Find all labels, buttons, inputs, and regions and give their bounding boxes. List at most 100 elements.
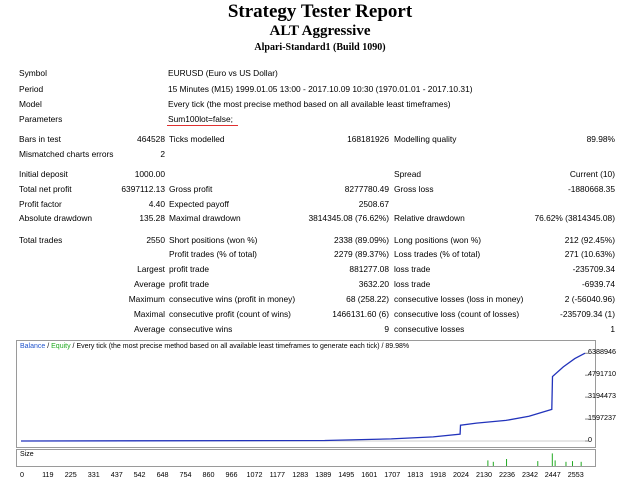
deposit-label: Initial deposit <box>19 169 68 179</box>
avg-closses-label: consecutive losses <box>394 324 465 334</box>
avg-loss-value: -6939.74 <box>581 279 615 289</box>
x-tick-label: 1177 <box>269 470 286 479</box>
reldd-value: 76.62% (3814345.08) <box>534 213 615 223</box>
trades-label: Total trades <box>19 235 63 245</box>
spread-label: Spread <box>394 169 422 179</box>
long-value: 212 (92.45%) <box>564 235 615 245</box>
quality-value: 89.98% <box>586 134 615 144</box>
reldd-label: Relative drawdown <box>394 213 465 223</box>
y-tick-label: 1597237 <box>588 413 616 423</box>
size-bar <box>551 453 553 466</box>
y-tick-label: 6388946 <box>588 347 616 357</box>
avg-profit-label: profit trade <box>169 279 210 289</box>
short-label: Short positions (won %) <box>169 235 258 245</box>
size-bar <box>506 459 508 466</box>
size-panel: Size <box>16 449 596 467</box>
x-tick-label: 966 <box>225 470 238 479</box>
long-label: Long positions (won %) <box>394 235 482 245</box>
maxdd-label: Maximal drawdown <box>169 213 241 223</box>
y-tick-label: 3194473 <box>588 391 616 401</box>
ticks-value: 168181926 <box>347 134 389 144</box>
payoff-value: 2508.67 <box>358 199 389 209</box>
balance-series-line <box>20 352 586 442</box>
avg-closses-value: 1 <box>610 324 615 334</box>
size-bar <box>565 461 567 466</box>
x-tick-label: 1495 <box>338 470 355 479</box>
maximal-label: Maximal <box>133 309 165 319</box>
x-tick-label: 1283 <box>292 470 309 479</box>
model-label: Model <box>19 99 42 109</box>
grossloss-label: Gross loss <box>394 184 434 194</box>
chart-legend: Balance / Equity / Every tick (the most … <box>20 342 409 351</box>
period-value: 15 Minutes (M15) 1999.01.05 13:00 - 2017… <box>168 84 473 94</box>
x-tick-label: 2236 <box>499 470 516 479</box>
largest-loss-label: loss trade <box>394 264 431 274</box>
maximum-label: Maximum <box>128 294 165 304</box>
absdd-label: Absolute drawdown <box>19 213 93 223</box>
x-tick-label: 2447 <box>544 470 561 479</box>
closses-money-label: consecutive losses (loss in money) <box>394 294 524 304</box>
short-value: 2338 (89.09%) <box>334 235 389 245</box>
x-tick-label: 119 <box>42 470 54 479</box>
cwins-money-label: consecutive wins (profit in money) <box>169 294 296 304</box>
cwins-money-value: 68 (258.22) <box>346 294 389 304</box>
x-tick-label: 1813 <box>407 470 424 479</box>
server-build: Alpari-Standard1 (Build 1090) <box>254 42 386 53</box>
x-tick-label: 2342 <box>522 470 539 479</box>
y-tick-label: 4791710 <box>588 369 616 379</box>
x-tick-label: 860 <box>202 470 215 479</box>
losstrades-value: 271 (10.63%) <box>564 249 615 259</box>
symbol-label: Symbol <box>19 68 47 78</box>
maxdd-value: 3814345.08 (76.62%) <box>308 213 389 223</box>
expert-name: ALT Aggressive <box>269 23 371 39</box>
size-plot <box>487 453 582 466</box>
parameters-label: Parameters <box>19 114 63 124</box>
report-title: Strategy Tester Report <box>227 1 413 22</box>
grossloss-value: -1880668.35 <box>567 184 615 194</box>
grossprofit-label: Gross profit <box>169 184 213 194</box>
period-label: Period <box>19 84 44 94</box>
avg-loss-label: loss trade <box>394 279 431 289</box>
x-tick-label: 2553 <box>567 470 584 479</box>
x-tick-label: 1601 <box>361 470 378 479</box>
ticks-label: Ticks modelled <box>169 134 225 144</box>
x-tick-label: 542 <box>133 470 146 479</box>
size-bar <box>571 461 573 466</box>
size-bar <box>580 461 582 466</box>
losstrades-label: Loss trades (% of total) <box>394 249 481 259</box>
pf-label: Profit factor <box>19 199 62 209</box>
avg-profit-value: 3632.20 <box>358 279 389 289</box>
size-bar <box>487 460 489 466</box>
mismatch-value: 2 <box>160 149 165 159</box>
largest-loss-value: -235709.34 <box>572 264 615 274</box>
closs-count-value: -235709.34 (1) <box>560 309 615 319</box>
x-tick-label: 0 <box>20 470 24 479</box>
x-tick-label: 1389 <box>315 470 332 479</box>
x-tick-label: 2024 <box>453 470 470 479</box>
profittrades-value: 2279 (89.37%) <box>334 249 389 259</box>
size-bar <box>554 460 556 466</box>
absdd-value: 135.28 <box>139 213 165 223</box>
cprofit-count-value: 1466131.60 (6) <box>332 309 389 319</box>
payoff-label: Expected payoff <box>169 199 229 209</box>
bars-value: 464528 <box>137 134 165 144</box>
model-value: Every tick (the most precise method base… <box>168 99 451 109</box>
pf-value: 4.40 <box>148 199 165 209</box>
x-tick-label: 2130 <box>476 470 493 479</box>
x-tick-label: 1072 <box>246 470 263 479</box>
netprofit-value: 6397112.13 <box>121 184 165 194</box>
closses-money-value: 2 (-56040.96) <box>564 294 615 304</box>
x-tick-label: 648 <box>156 470 169 479</box>
netprofit-label: Total net profit <box>19 184 72 194</box>
legend-rest: / Every tick (the most precise method ba… <box>70 343 410 350</box>
mismatch-label: Mismatched charts errors <box>19 149 114 159</box>
cprofit-count-label: consecutive profit (count of wins) <box>169 309 291 319</box>
x-tick-label: 1707 <box>384 470 401 479</box>
parameters-value: Sum100lot=false; <box>168 114 233 124</box>
profittrades-label: Profit trades (% of total) <box>169 249 257 259</box>
x-tick-label: 754 <box>179 470 192 479</box>
quality-label: Modelling quality <box>394 134 457 144</box>
avg-cwins-label: consecutive wins <box>169 324 233 334</box>
x-tick-label: 1918 <box>430 470 447 479</box>
legend-balance: Balance <box>20 343 46 350</box>
